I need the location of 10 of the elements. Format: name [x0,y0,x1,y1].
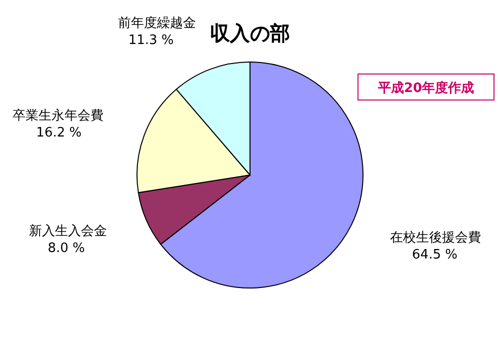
data-label: 16.2 % [36,125,82,140]
slice-label: 新入生入会金 [28,224,107,239]
slice-label: 前年度繰越金 [118,14,196,31]
slice-label: 卒業生永年会費 [12,107,104,124]
data-label: 8.0 % [48,240,85,256]
text: 平成20年度作成 [376,80,474,96]
data-label: 64.5 % [412,248,458,263]
chart-title: 収入の部 [210,21,290,45]
data-label: 11.3 % [128,32,174,48]
slice-label: 在校生後援会費 [390,230,482,246]
